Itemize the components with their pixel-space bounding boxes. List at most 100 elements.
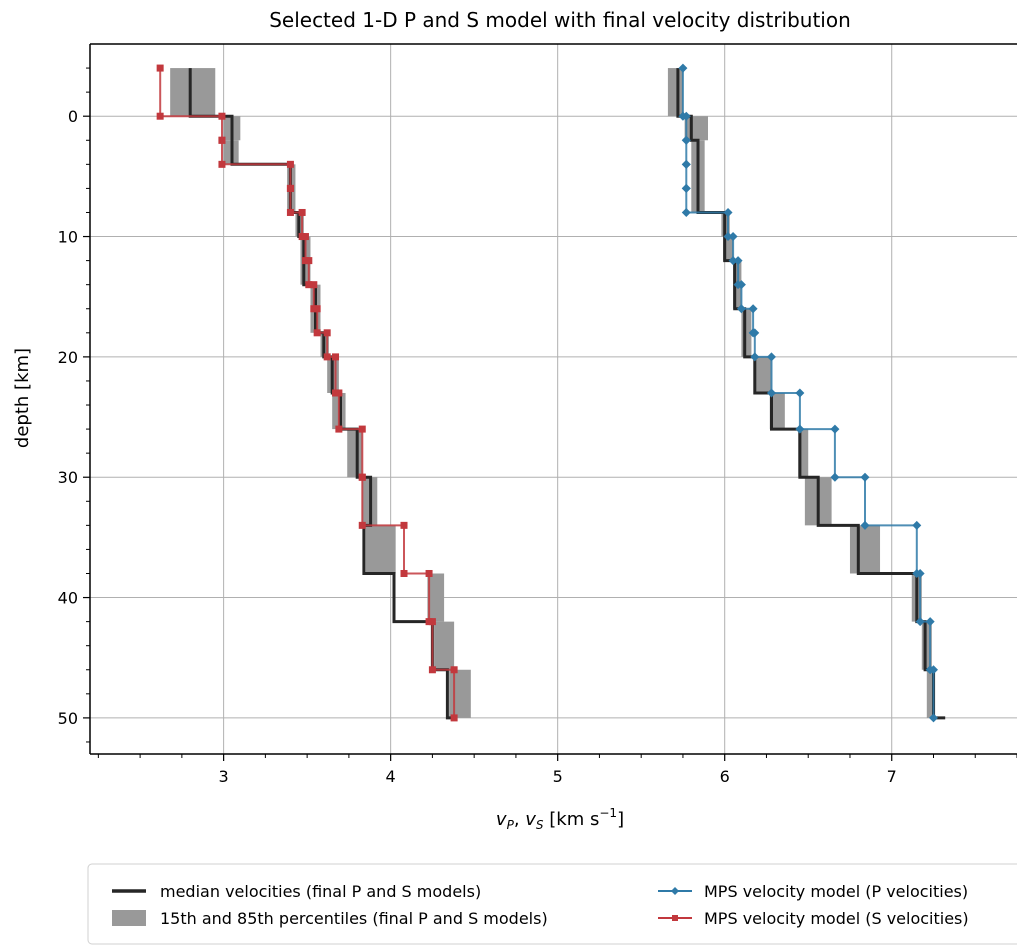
s-model-marker: [400, 569, 408, 577]
p-model-marker: [795, 424, 805, 434]
s-model-marker: [298, 208, 306, 216]
s-model-marker: [450, 666, 458, 674]
percentile-band: [849, 525, 881, 574]
y-axis-label: depth [km]: [12, 348, 33, 448]
s-model-marker: [335, 425, 343, 433]
p-model-marker: [750, 352, 760, 362]
p-model-marker: [681, 207, 691, 217]
plot-axes: [89, 43, 1017, 755]
p-model-marker: [678, 63, 688, 73]
p-model-marker: [728, 256, 738, 266]
s-model-marker: [218, 112, 226, 120]
s-model-marker: [358, 425, 366, 433]
s-model-marker: [323, 353, 331, 361]
x-label-exponent: −1: [599, 806, 617, 820]
percentile-band: [741, 308, 752, 357]
y-tick-label: 40: [58, 589, 78, 608]
s-model-marker: [313, 305, 321, 313]
mps-model-line-p: [681, 68, 935, 718]
y-tick-label: 10: [58, 228, 78, 247]
p-model-marker: [748, 304, 758, 314]
legend-s-model-marker: [672, 915, 678, 921]
x-label-units-close: ]: [617, 809, 624, 830]
s-model-marker: [286, 184, 294, 192]
legend-s-model-label: MPS velocity model (S velocities): [704, 909, 969, 928]
s-model-marker: [313, 329, 321, 337]
p-model-marker: [681, 111, 691, 121]
legend-median-label: median velocities (final P and S models): [160, 882, 481, 901]
percentile-band: [170, 68, 216, 117]
y-tick-label: 20: [58, 348, 78, 367]
y-tick-label: 0: [68, 107, 78, 126]
y-tick-label: 50: [58, 709, 78, 728]
p-model-marker: [912, 520, 922, 530]
percentile-band: [449, 669, 471, 718]
grid-lines: [90, 44, 1017, 754]
legend-percentile-label: 15th and 85th percentiles (final P and S…: [160, 909, 548, 928]
x-axis-label: vP, vS [km s−1]: [496, 806, 624, 832]
legend: median velocities (final P and S models)…: [87, 863, 1017, 945]
s-model-marker: [305, 281, 313, 289]
s-model-marker: [286, 208, 294, 216]
s-model-marker: [428, 618, 436, 626]
p-model-marker: [681, 135, 691, 145]
chart-title: Selected 1-D P and S model with final ve…: [269, 8, 851, 32]
mps-model-markers: [156, 63, 938, 723]
p-model-marker: [733, 256, 743, 266]
p-model-marker: [925, 617, 935, 627]
s-model-marker: [156, 64, 164, 72]
s-model-marker: [323, 329, 331, 337]
percentile-band: [754, 356, 772, 393]
s-model-marker: [305, 257, 313, 265]
x-label-sub-s: S: [536, 818, 544, 832]
s-model-marker: [156, 112, 164, 120]
x-tick-label: 3: [219, 767, 229, 786]
percentile-band: [769, 392, 785, 430]
p-model-marker: [766, 388, 776, 398]
percentile-band: [684, 116, 708, 141]
p-model-marker: [766, 352, 776, 362]
x-label-base-s: v: [525, 809, 536, 830]
s-model-marker: [400, 521, 408, 529]
s-model-marker: [358, 473, 366, 481]
p-model-marker: [915, 617, 925, 627]
p-model-marker: [795, 388, 805, 398]
p-model-marker: [860, 520, 870, 530]
p-model-marker: [860, 472, 870, 482]
percentile-band: [434, 621, 455, 670]
p-model-marker: [750, 328, 760, 338]
percentile-band: [347, 429, 363, 478]
p-model-marker: [736, 304, 746, 314]
s-model-marker: [358, 521, 366, 529]
legend-p-model-label: MPS velocity model (P velocities): [704, 882, 968, 901]
percentile-band: [667, 68, 683, 117]
x-label-sub-p: P: [507, 818, 515, 832]
p-model-marker: [723, 232, 733, 242]
axis-ticks: 3 4 5 6 7 0 10 20 30 40 50: [58, 67, 1017, 786]
p-model-marker: [681, 159, 691, 169]
p-model-marker: [830, 424, 840, 434]
s-model-marker: [218, 160, 226, 168]
legend-frame: [87, 863, 1017, 945]
percentile-band: [798, 429, 809, 478]
x-tick-label: 6: [720, 767, 730, 786]
percentile-band: [427, 573, 445, 622]
s-model-marker: [428, 666, 436, 674]
x-label-base-p: v: [496, 809, 507, 830]
legend-p-model-marker: [671, 887, 679, 895]
percentile-band: [365, 525, 396, 574]
p-model-marker: [728, 232, 738, 242]
x-label-units: [km s: [544, 809, 600, 830]
x-tick-label: 7: [887, 767, 897, 786]
median-line-p: [676, 68, 946, 720]
s-model-marker: [286, 160, 294, 168]
s-model-marker: [218, 136, 226, 144]
x-tick-label: 5: [553, 767, 563, 786]
x-label-separator: ,: [514, 809, 525, 830]
y-tick-label: 30: [58, 468, 78, 487]
p-model-marker: [736, 280, 746, 290]
p-model-marker: [915, 568, 925, 578]
median-line-s: [188, 68, 458, 720]
median-lines: [188, 68, 946, 720]
